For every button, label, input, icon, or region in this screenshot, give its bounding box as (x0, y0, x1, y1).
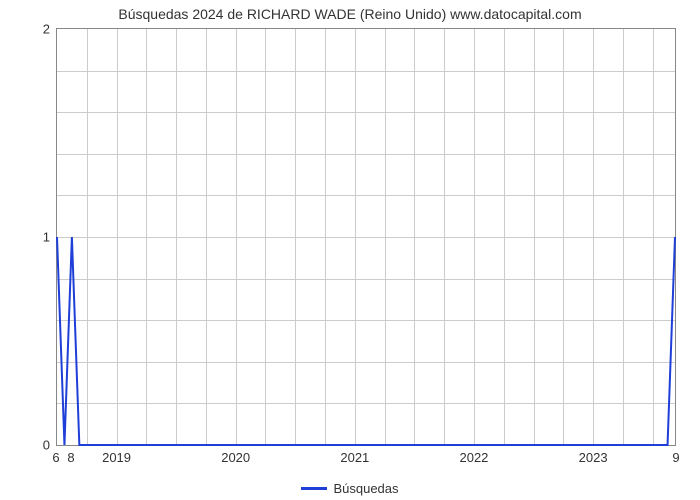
x-tick-label: 2023 (579, 450, 608, 465)
plot-area (56, 28, 676, 446)
y-tick-label: 2 (30, 22, 50, 37)
legend-swatch (301, 487, 327, 490)
legend: Búsquedas (0, 480, 700, 496)
chart-title: Búsquedas 2024 de RICHARD WADE (Reino Un… (0, 6, 700, 22)
x-corner-left-1: 6 (52, 450, 59, 465)
x-corner-left-2: 8 (67, 450, 74, 465)
x-tick-label: 2019 (102, 450, 131, 465)
y-tick-label: 1 (30, 230, 50, 245)
x-tick-label: 2022 (459, 450, 488, 465)
y-tick-label: 0 (30, 438, 50, 453)
chart-container: Búsquedas 2024 de RICHARD WADE (Reino Un… (0, 0, 700, 500)
x-tick-label: 2021 (340, 450, 369, 465)
line-series (57, 29, 675, 445)
x-corner-right: 9 (672, 450, 679, 465)
legend-label: Búsquedas (333, 481, 398, 496)
x-tick-label: 2020 (221, 450, 250, 465)
